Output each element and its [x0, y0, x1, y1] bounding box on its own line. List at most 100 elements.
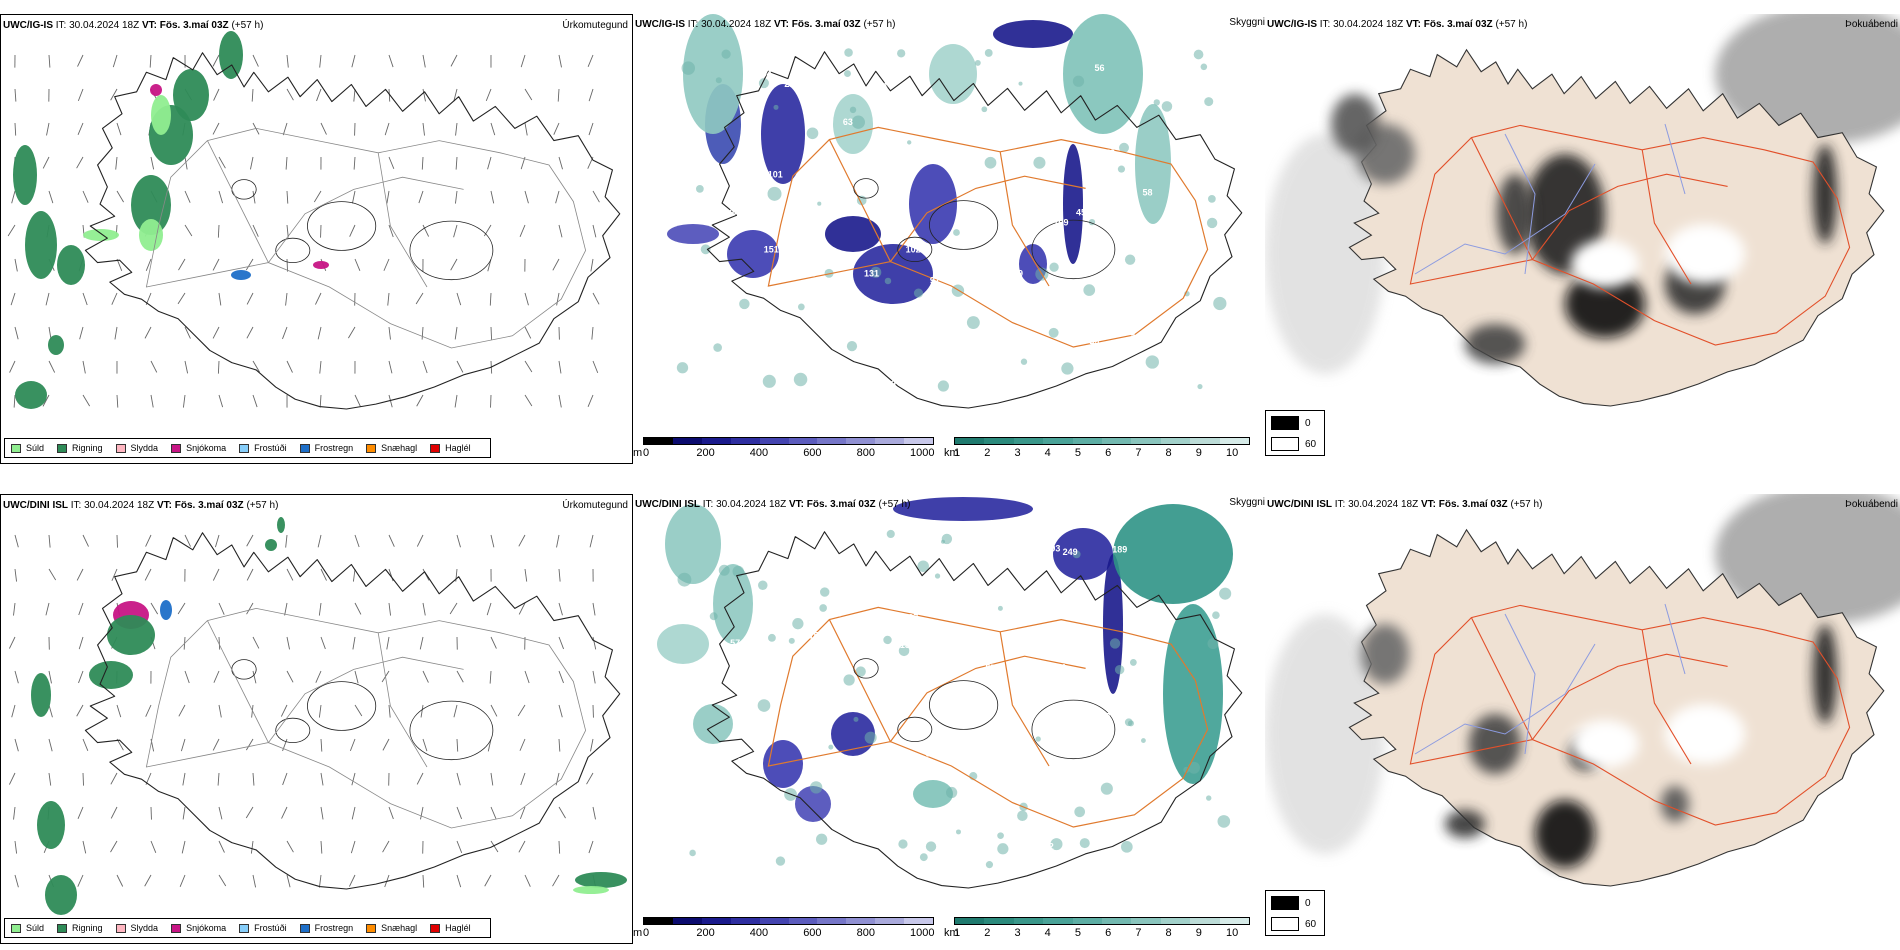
legend-item-1: Rigning	[57, 443, 103, 453]
legend-label: Slydda	[130, 923, 159, 933]
colorbar-tick-8: 9	[1195, 927, 1202, 939]
ceiling-label-6: 352	[913, 545, 928, 555]
top-visibility-colorbar: km 1 2 3 4 5 6 7 8 9 10	[944, 437, 1254, 463]
colorbar-bin-7	[846, 918, 876, 924]
bottom-visibility-colorbar: km 1 2 3 4 5 6 7 8 9 10	[944, 917, 1254, 943]
bottom-precip-map	[8, 517, 627, 915]
colorbar-bin-6	[1131, 438, 1161, 444]
colorbar-bin-0	[644, 918, 673, 924]
ceiling-label-8: 73	[999, 134, 1009, 144]
ceiling-label-10: 43	[818, 308, 828, 318]
bottom-fog-map	[1265, 494, 1900, 944]
colorbar-tick-2: 400	[749, 927, 769, 939]
colorbar-tick-8: 9	[1195, 447, 1202, 459]
bottom-fog-title: UWC/DINI ISL IT: 30.04.2024 18Z VT: Fös.…	[1267, 499, 1543, 510]
legend-swatch	[171, 923, 182, 933]
colorbar-unit: km	[944, 447, 959, 459]
colorbar-bin-4	[1072, 438, 1103, 444]
colorbar-tick-0: 0	[643, 927, 650, 939]
ceiling-label-10: 98	[804, 579, 814, 589]
ceiling-label-9: 249	[1063, 547, 1078, 557]
colorbar-tick-4: 800	[856, 447, 875, 459]
ceiling-label-32: 102	[906, 245, 921, 255]
top-precip-type-label: Úrkomutegund	[562, 20, 628, 31]
colorbar-tick-3: 600	[803, 447, 822, 459]
colorbar-tick-2: 3	[1014, 447, 1021, 459]
ceiling-label-22: 109	[857, 762, 872, 772]
top-visibility-label: Skyggni	[1229, 17, 1265, 28]
colorbar-bin-3	[1043, 438, 1073, 444]
ceiling-label-23: 75	[1010, 240, 1020, 250]
legend-swatch	[171, 443, 182, 453]
ceiling-label-17: 110	[978, 805, 993, 815]
legend-label: Frostregn	[314, 443, 354, 453]
colorbar-bin-1	[672, 918, 702, 924]
colorbar-tick-5: 6	[1105, 927, 1112, 939]
colorbar-bin-7	[1160, 438, 1191, 444]
colorbar-bin-9	[1219, 918, 1250, 924]
ceiling-label-19: 101	[768, 169, 783, 179]
top-ceiling-map: 131 104 79 134 97 73 65 33 73 39 43 44 94 84 45 49 56 54 6…	[667, 14, 1243, 409]
colorbar-bin-4	[759, 918, 789, 924]
top-ceiling-title: UWC/IG-IS IT: 30.04.2024 18Z VT: Fös. 3.…	[635, 19, 896, 30]
ceiling-label-16: 56	[839, 292, 849, 302]
bottom-fog-panel: UWC/DINI ISL IT: 30.04.2024 18Z VT: Fös.…	[1265, 494, 1900, 944]
colorbar-tick-3: 4	[1044, 927, 1051, 939]
ceiling-label-0: 131	[864, 269, 879, 279]
top-precip-panel: UWC/IG-IS IT: 30.04.2024 18Z VT: Fös. 3.…	[0, 14, 633, 464]
colorbar-unit: m	[633, 447, 643, 459]
colorbar-bin-5	[788, 918, 818, 924]
ceiling-label-11: 189	[1112, 545, 1127, 555]
ceiling-label-22: 63	[843, 117, 853, 127]
colorbar-bin-0	[955, 918, 985, 924]
colorbar-strip	[643, 437, 934, 445]
legend-label: Snjókoma	[186, 443, 227, 453]
bottom-precip-panel: UWC/DINI ISL IT: 30.04.2024 18Z VT: Fös.…	[0, 494, 633, 944]
ceiling-label-9: 39	[906, 344, 916, 354]
colorbar-bin-2	[1013, 918, 1044, 924]
legend-item-2: Slydda	[115, 923, 159, 933]
colorbar-tick-7: 8	[1165, 447, 1172, 459]
ceiling-label-7: 33	[876, 312, 886, 322]
ceiling-label-23: 52	[1076, 651, 1086, 661]
bottom-precip-type-label: Úrkomutegund	[562, 500, 628, 511]
ceiling-label-28: 7	[1131, 333, 1136, 343]
ceiling-label-29: 151	[809, 630, 824, 640]
ceiling-label-14: 45	[1076, 208, 1086, 218]
ceiling-label-13: 39	[1049, 602, 1059, 612]
fog-legend-row-1: 60	[1271, 437, 1316, 451]
colorbar-tick-4: 5	[1074, 447, 1081, 459]
colorbar-bin-1	[984, 438, 1014, 444]
ceiling-label-28: 64	[1009, 561, 1019, 571]
ceiling-label-16: 112	[1039, 842, 1054, 852]
legend-swatch	[239, 923, 250, 933]
ceiling-label-7: 74	[1056, 663, 1066, 673]
colorbar-tick-4: 800	[856, 927, 875, 939]
ceiling-label-30: 39	[858, 338, 868, 348]
colorbar-bin-5	[1102, 438, 1132, 444]
ceiling-label-3: 97	[908, 612, 918, 622]
colorbar-tick-9: 10	[1226, 927, 1239, 939]
ceiling-label-25: 55	[985, 663, 995, 673]
colorbar-tick-0: 0	[643, 447, 650, 459]
colorbar-tick-1: 2	[984, 927, 991, 939]
ceiling-label-19: 61	[925, 748, 935, 758]
bottom-fog-index-label: Þokuábendi	[1845, 499, 1898, 510]
colorbar-tick-3: 600	[803, 927, 822, 939]
colorbar-bin-9	[904, 438, 934, 444]
bottom-visibility-label: Skyggni	[1229, 497, 1265, 508]
colorbar-tick-0: 1	[954, 927, 961, 939]
legend-swatch	[57, 923, 68, 933]
colorbar-bin-8	[875, 438, 905, 444]
legend-swatch	[11, 923, 21, 933]
top-fog-title: UWC/IG-IS IT: 30.04.2024 18Z VT: Fös. 3.…	[1267, 19, 1528, 30]
ceiling-label-15: 93	[1050, 543, 1060, 553]
legend-swatch	[115, 443, 126, 453]
legend-item-4: Frostúði	[239, 923, 287, 933]
colorbar-tick-9: 10	[1226, 447, 1239, 459]
fog-legend-value: 0	[1305, 897, 1311, 909]
ceiling-label-31: 67	[743, 161, 753, 171]
legend-item-1: Rigning	[57, 923, 103, 933]
fog-legend-row-1: 60	[1271, 917, 1316, 931]
colorbar-bin-7	[846, 438, 876, 444]
